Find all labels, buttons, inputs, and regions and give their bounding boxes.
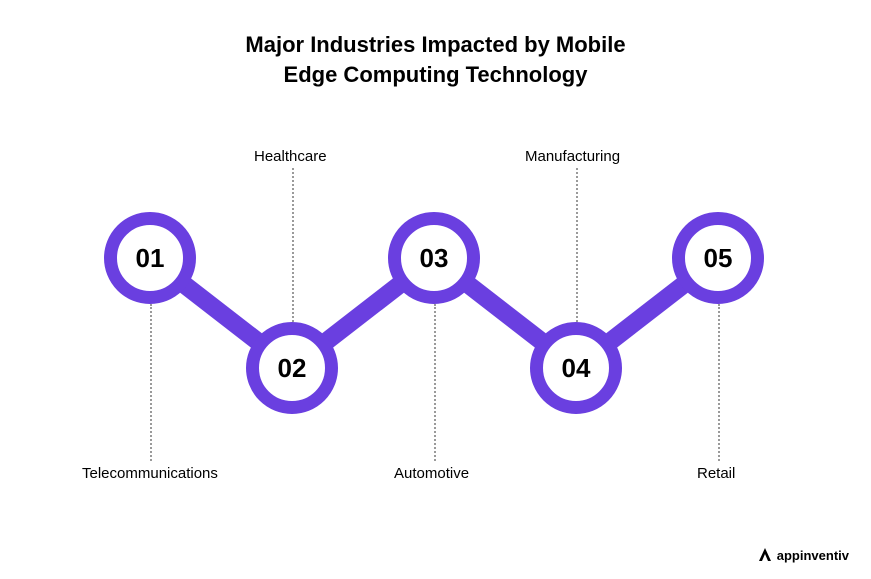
industries-diagram: 01 Telecommunications 02 Healthcare 03 Automo… — [0, 0, 871, 579]
leader-line — [576, 168, 578, 322]
brand-text: appinventiv — [777, 548, 849, 563]
leader-line — [292, 168, 294, 322]
node-label-01: Telecommunications — [82, 465, 218, 482]
node-01: 01 — [104, 212, 196, 304]
node-label-04: Manufacturing — [525, 148, 620, 165]
node-number: 03 — [420, 243, 449, 274]
node-number: 01 — [136, 243, 165, 274]
leader-line — [434, 304, 436, 461]
node-03: 03 — [388, 212, 480, 304]
node-number: 04 — [562, 353, 591, 384]
node-04: 04 — [530, 322, 622, 414]
leader-line — [150, 304, 152, 461]
node-02: 02 — [246, 322, 338, 414]
brand-icon — [757, 547, 773, 563]
leader-line — [718, 304, 720, 461]
node-05: 05 — [672, 212, 764, 304]
node-label-05: Retail — [697, 465, 735, 482]
node-number: 02 — [278, 353, 307, 384]
node-number: 05 — [704, 243, 733, 274]
node-label-03: Automotive — [394, 465, 469, 482]
node-label-02: Healthcare — [254, 148, 327, 165]
brand-logo: appinventiv — [757, 547, 849, 563]
